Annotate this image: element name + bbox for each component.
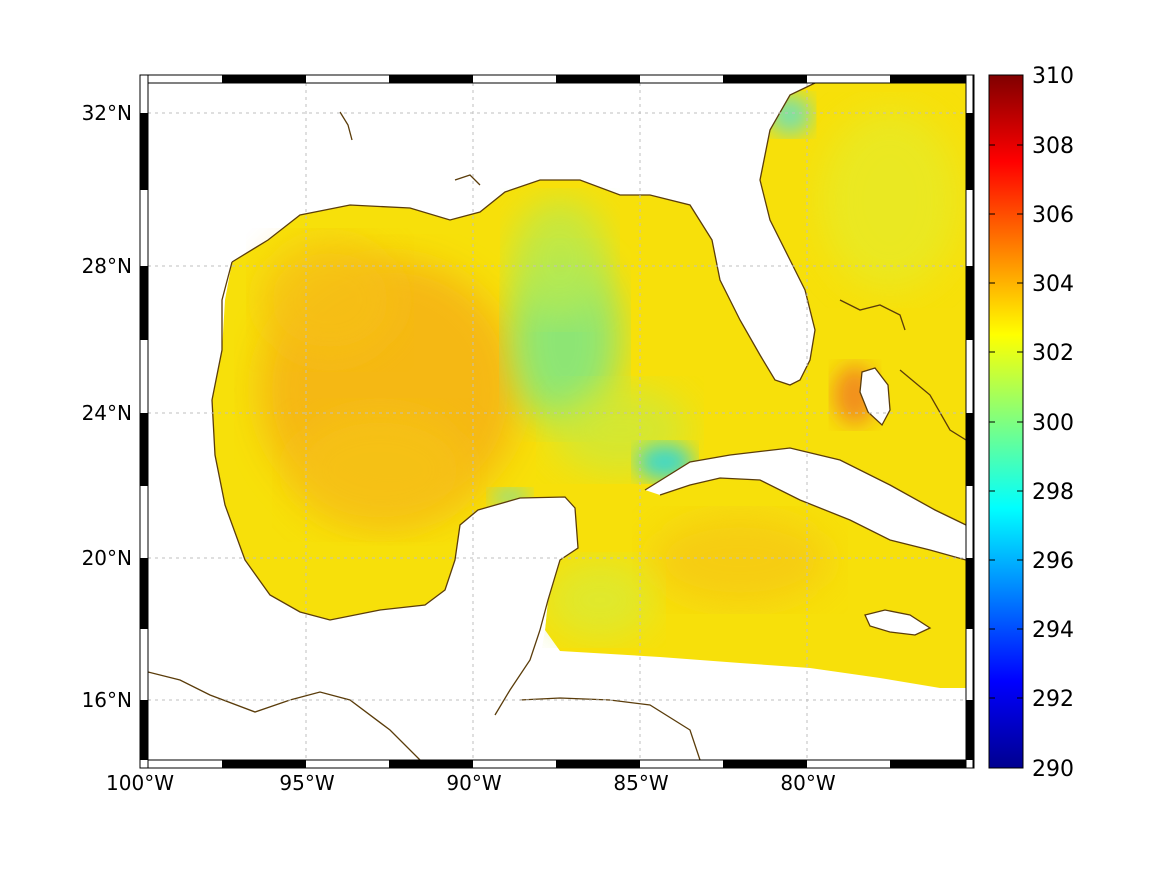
y-axis-labels: 32°N 28°N 24°N 20°N 16°N	[82, 101, 132, 712]
colorbar-tick-310: 310	[1032, 64, 1074, 89]
x-tick-label-80w: 80°W	[780, 771, 835, 795]
x-axis-labels: 100°W 95°W 90°W 85°W 80°W	[106, 771, 836, 795]
x-tick-label-90w: 90°W	[446, 771, 501, 795]
colorbar-tick-296: 296	[1032, 549, 1074, 574]
colorbar-tick-302: 302	[1032, 341, 1074, 366]
colorbar-tick-308: 308	[1032, 134, 1074, 159]
colorbar-tick-304: 304	[1032, 272, 1074, 297]
colorbar-tick-300: 300	[1032, 411, 1074, 436]
x-tick-label-85w: 85°W	[613, 771, 668, 795]
colorbar-tick-290: 290	[1032, 757, 1074, 782]
y-tick-label-32n: 32°N	[82, 101, 132, 125]
gridlines	[148, 83, 966, 760]
x-tick-label-95w: 95°W	[279, 771, 334, 795]
colorbar-tick-292: 292	[1032, 687, 1074, 712]
colorbar-labels: 310 308 306 304 302 300 298 296 294 292 …	[1032, 64, 1074, 782]
colorbar-tick-294: 294	[1032, 618, 1074, 643]
y-tick-label-28n: 28°N	[82, 254, 132, 278]
y-tick-label-20n: 20°N	[82, 546, 132, 570]
y-tick-label-24n: 24°N	[82, 401, 132, 425]
y-tick-label-16n: 16°N	[82, 688, 132, 712]
x-tick-label-100w: 100°W	[106, 771, 174, 795]
map-plot-area	[148, 83, 966, 760]
map-frame	[139, 74, 975, 769]
colorbar-tick-298: 298	[1032, 480, 1074, 505]
colorbar: 310 308 306 304 302 300 298 296 294 292 …	[988, 64, 1074, 782]
colorbar-tick-306: 306	[1032, 203, 1074, 228]
